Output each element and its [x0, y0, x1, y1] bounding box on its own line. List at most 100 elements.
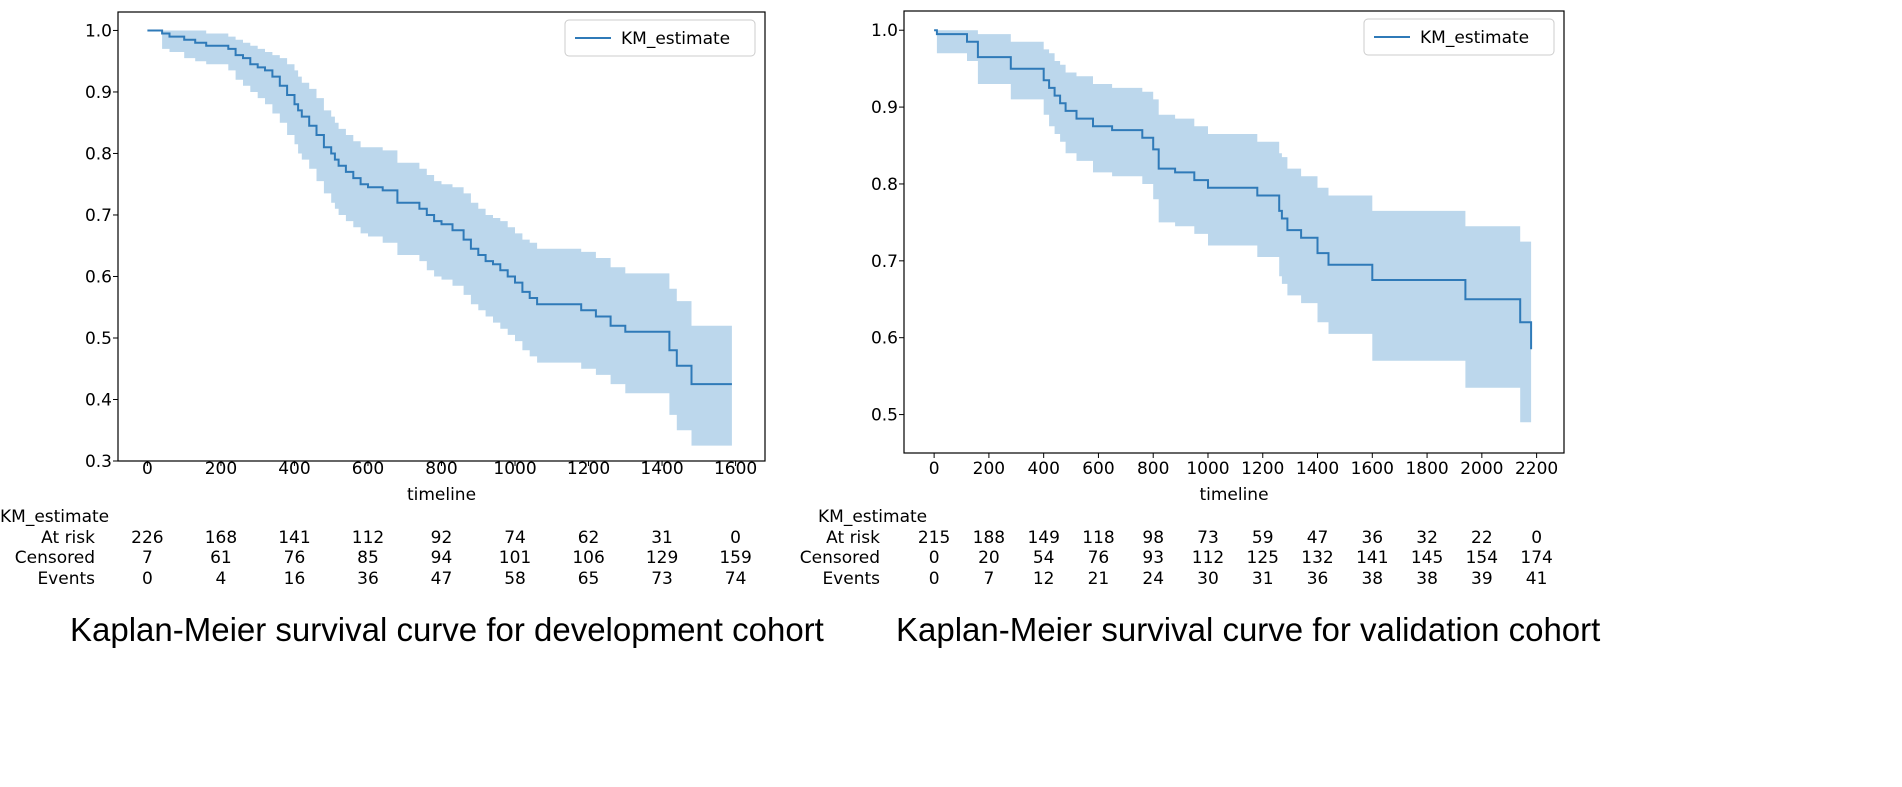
x-axis-title: timeline — [1199, 485, 1268, 505]
legend-box — [1363, 18, 1555, 56]
risk-value: 129 — [646, 548, 678, 568]
y-tick-label: 0.6 — [871, 329, 898, 349]
legend-label: KM_estimate — [621, 29, 730, 49]
y-tick-label: 1.0 — [85, 21, 112, 41]
x-tick-label: 600 — [1082, 459, 1114, 479]
risk-value: 118 — [1082, 528, 1114, 548]
risk-value: 31 — [651, 528, 673, 548]
x-tick-label: 400 — [1027, 459, 1059, 479]
risk-value: 59 — [1252, 528, 1274, 548]
x-tick-label: 2000 — [1460, 459, 1503, 479]
km-chart-development: 0 200 400 600 800 1000 1200 1400 16000.30.40.50.… — [0, 11, 766, 589]
risk-row-label: At risk — [826, 528, 880, 548]
x-tick-label: 200 — [205, 459, 237, 479]
risk-value: 132 — [1301, 548, 1333, 568]
y-tick-label: 0.5 — [85, 329, 112, 349]
y-tick-label: 1.0 — [871, 21, 898, 41]
risk-row-label: Events — [822, 569, 880, 589]
x-tick-label: 1600 — [1351, 459, 1394, 479]
risk-value: 16 — [284, 569, 306, 589]
risk-value: 215 — [918, 528, 950, 548]
confidence-band — [934, 30, 1532, 453]
risk-value: 73 — [1197, 528, 1219, 548]
risk-value: 24 — [1142, 569, 1164, 589]
risk-value: 188 — [973, 528, 1005, 548]
x-tick-label: 0 — [142, 459, 153, 479]
risk-value: 168 — [205, 528, 237, 548]
risk-value: 226 — [131, 528, 163, 548]
risk-value: 22 — [1471, 528, 1493, 548]
risk-value: 47 — [431, 569, 453, 589]
risk-value: 74 — [725, 569, 747, 589]
y-tick-label: 0.6 — [85, 267, 112, 287]
y-tick-label: 0.3 — [85, 452, 112, 472]
confidence-band — [147, 30, 732, 446]
km-chart-validation: 0 200 400 600 800 1000 1200 1400 1600 1800 2000 220… — [800, 10, 1565, 589]
risk-value: 141 — [278, 528, 310, 548]
y-tick-label: 0.8 — [871, 175, 898, 195]
risk-row-label: Events — [37, 569, 95, 589]
risk-value: 36 — [1307, 569, 1329, 589]
risk-value: 98 — [1142, 528, 1164, 548]
x-tick-label: 200 — [973, 459, 1005, 479]
risk-value: 174 — [1520, 548, 1552, 568]
risk-value: 61 — [210, 548, 232, 568]
x-tick-label: 1600 — [714, 459, 757, 479]
risk-value: 101 — [499, 548, 531, 568]
validation-cohort-panel: 0 200 400 600 800 1000 1200 1400 1600 1800 2000 220… — [800, 0, 1902, 787]
risk-value: 65 — [578, 569, 600, 589]
risk-table-header: KM_estimate — [818, 507, 927, 527]
risk-value: 38 — [1416, 569, 1438, 589]
risk-value: 0 — [1531, 528, 1542, 548]
risk-value: 93 — [1142, 548, 1164, 568]
y-tick-label: 0.9 — [871, 98, 898, 118]
risk-value: 94 — [431, 548, 453, 568]
y-tick-label: 0.9 — [85, 83, 112, 103]
development-cohort-panel: 0 200 400 600 800 1000 1200 1400 1600 0.3 0.4 0.5 0.… — [0, 0, 824, 787]
risk-value: 47 — [1307, 528, 1329, 548]
risk-value: 149 — [1027, 528, 1059, 548]
risk-value: 125 — [1247, 548, 1279, 568]
risk-value: 76 — [284, 548, 306, 568]
risk-value: 21 — [1088, 569, 1110, 589]
risk-value: 36 — [357, 569, 379, 589]
x-tick-label: 2200 — [1515, 459, 1558, 479]
risk-value: 54 — [1033, 548, 1055, 568]
risk-value: 12 — [1033, 569, 1055, 589]
x-tick-label: 600 — [352, 459, 384, 479]
legend-box — [564, 19, 756, 57]
risk-value: 85 — [357, 548, 379, 568]
risk-value: 7 — [983, 569, 994, 589]
plot-frame — [903, 10, 1565, 454]
x-tick-label: 1200 — [1241, 459, 1284, 479]
x-tick-label: 400 — [278, 459, 310, 479]
risk-value: 106 — [572, 548, 604, 568]
chart-caption-validation: Kaplan-Meier survival curve for validati… — [896, 611, 1601, 648]
risk-value: 154 — [1466, 548, 1498, 568]
risk-value: 0 — [929, 569, 940, 589]
risk-value: 112 — [1192, 548, 1224, 568]
legend-label: KM_estimate — [1420, 28, 1529, 48]
risk-table-header: KM_estimate — [0, 507, 109, 527]
y-tick-label: 0.7 — [85, 206, 112, 226]
risk-value: 145 — [1411, 548, 1443, 568]
risk-value: 159 — [719, 548, 751, 568]
x-tick-label: 1200 — [567, 459, 610, 479]
risk-row-label: Censored — [800, 548, 880, 568]
risk-value: 141 — [1356, 548, 1388, 568]
risk-value: 7 — [142, 548, 153, 568]
x-tick-label: 800 — [425, 459, 457, 479]
x-tick-label: 0 — [929, 459, 940, 479]
risk-value: 62 — [578, 528, 600, 548]
risk-value: 41 — [1526, 569, 1548, 589]
risk-value: 36 — [1361, 528, 1383, 548]
x-tick-label: 800 — [1137, 459, 1169, 479]
risk-row-label: At risk — [41, 528, 95, 548]
risk-value: 20 — [978, 548, 1000, 568]
risk-value: 31 — [1252, 569, 1274, 589]
risk-value: 92 — [431, 528, 453, 548]
km-estimate-line — [934, 29, 1533, 350]
risk-row-label: Censored — [15, 548, 95, 568]
risk-value: 73 — [651, 569, 673, 589]
x-axis-title: timeline — [407, 485, 476, 505]
